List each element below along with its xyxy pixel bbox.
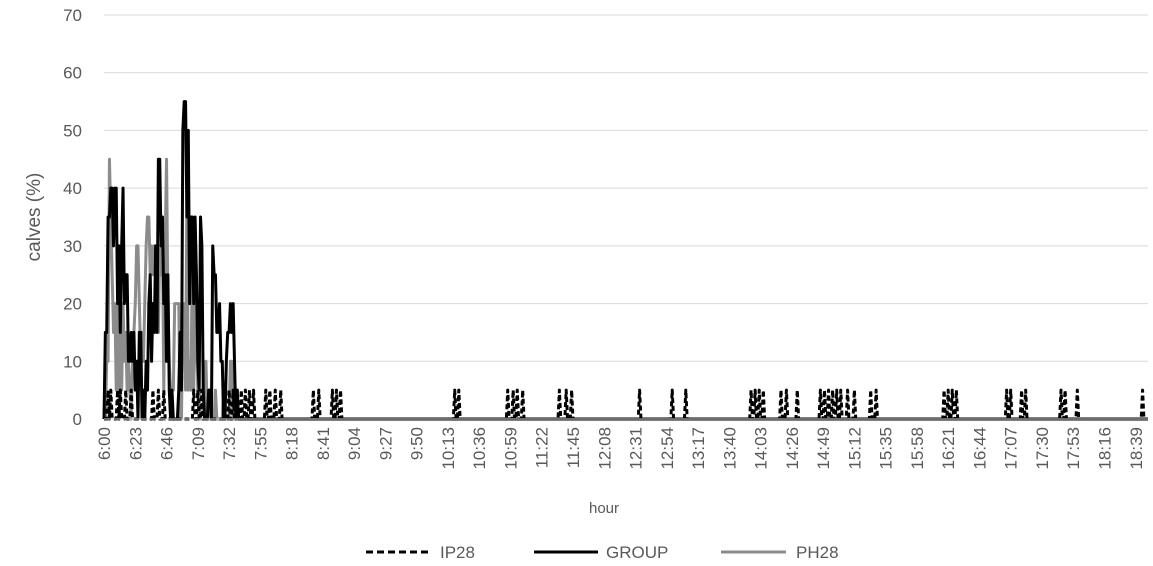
y-tick-label: 10 [63,352,82,371]
x-tick-label: 7:09 [189,427,208,460]
x-tick-label: 17:53 [1064,427,1083,470]
y-tick-label: 60 [63,64,82,83]
x-tick-label: 12:54 [658,427,677,470]
series-ph28-line [103,157,1149,421]
x-tick-label: 6:46 [158,427,177,460]
x-axis-tick-labels: 6:00 6:23 6:46 7:09 7:32 7:55 8:18 8:41 9:04 9:27… [95,427,1146,470]
x-tick-label: 16:21 [939,427,958,470]
y-tick-label: 50 [63,121,82,140]
legend-item-group: GROUP [534,543,668,562]
x-tick-label: 15:58 [908,427,927,470]
x-tick-label: 7:32 [220,427,239,460]
x-tick-label: 17:30 [1033,427,1052,470]
x-tick-label: 14:03 [752,427,771,470]
x-tick-label: 13:40 [720,427,739,470]
x-tick-label: 17:07 [1002,427,1021,470]
x-tick-label: 14:26 [783,427,802,470]
x-tick-label: 11:22 [533,427,552,468]
x-tick-label: 9:50 [408,427,427,460]
y-axis-tick-labels: 0 10 20 30 40 50 60 70 [63,6,82,429]
x-tick-label: 11:45 [564,427,583,468]
legend-item-ph28: PH28 [721,543,839,562]
x-tick-label: 15:35 [877,427,896,470]
x-tick-label: 12:31 [627,427,646,470]
x-tick-label: 9:04 [345,427,364,460]
gridlines [104,14,1148,362]
x-tick-label: 8:41 [314,427,333,460]
legend-label: IP28 [440,543,475,562]
x-tick-label: 16:44 [970,427,989,470]
series-lines [102,100,1149,421]
x-tick-label: 18:16 [1096,427,1115,470]
y-tick-label: 30 [63,237,82,256]
y-tick-label: 0 [73,410,82,429]
x-axis-title: hour [589,500,619,517]
x-tick-label: 10:59 [501,427,520,470]
x-tick-label: 8:18 [283,427,302,460]
y-axis-title: calves (%) [24,173,45,262]
x-tick-label: 14:49 [814,427,833,470]
x-tick-label: 12:08 [595,427,614,470]
series-group-line [102,100,1149,421]
x-tick-label: 13:17 [689,427,708,470]
legend-label: PH28 [796,543,839,562]
y-tick-label: 40 [63,179,82,198]
legend-label: GROUP [606,543,668,562]
legend: IP28 GROUP PH28 [366,543,839,562]
x-tick-label: 7:55 [251,427,270,460]
x-tick-label: 10:13 [439,427,458,470]
legend-item-ip28: IP28 [366,543,475,562]
x-tick-label: 6:00 [95,427,114,460]
x-tick-label: 9:27 [376,427,395,460]
x-tick-label: 10:36 [470,427,489,470]
x-tick-label: 18:39 [1127,427,1146,470]
x-tick-label: 6:23 [126,427,145,460]
x-tick-label: 15:12 [845,427,864,470]
y-tick-label: 70 [63,6,82,25]
series-ip28-line [103,388,1149,421]
y-tick-label: 20 [63,295,82,314]
